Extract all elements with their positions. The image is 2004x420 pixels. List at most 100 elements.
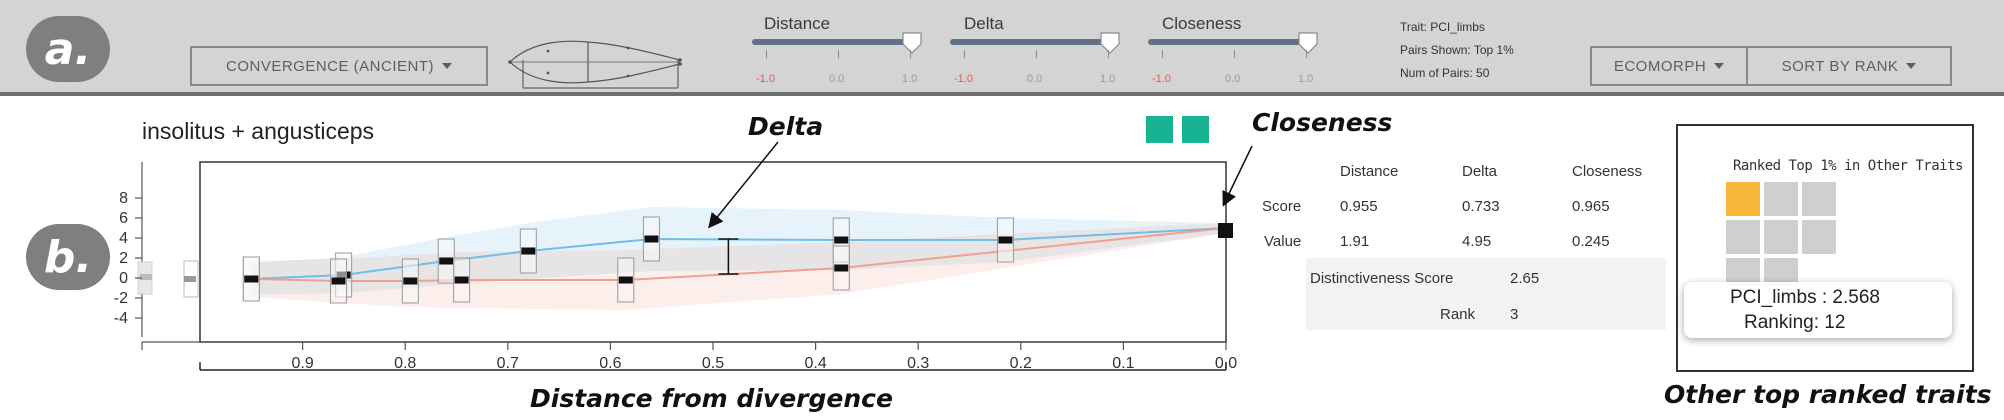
x-tick-label: 0.8 xyxy=(394,355,416,372)
distance-min: -1.0 xyxy=(756,73,775,85)
trait-cell-highlight[interactable] xyxy=(1726,182,1760,216)
y-tick-label: 4 xyxy=(119,230,128,247)
rank-value: 3 xyxy=(1510,306,1519,323)
delta-slider-label: Delta xyxy=(964,14,1004,33)
row-value-label: Value xyxy=(1264,233,1302,250)
delta-min: -1.0 xyxy=(954,73,973,85)
x-tick-label: 0.6 xyxy=(599,355,621,372)
series-line xyxy=(251,227,1227,280)
value-closeness: 0.245 xyxy=(1572,233,1610,250)
data-point[interactable] xyxy=(834,264,849,272)
header-closeness: Closeness xyxy=(1572,163,1643,180)
num-pairs-info: Num of Pairs: 50 xyxy=(1400,66,1490,80)
closeness-slider-label: Closeness xyxy=(1162,14,1242,33)
delta-mid: 0.0 xyxy=(1027,73,1043,85)
distinctiveness-label: Distinctiveness Score xyxy=(1310,270,1454,287)
trait-cell[interactable] xyxy=(1802,182,1836,216)
trait-cell[interactable] xyxy=(1726,220,1760,254)
x-tick-label: 0.1 xyxy=(1112,355,1134,372)
data-point xyxy=(184,276,196,282)
x-tick-label: 0.2 xyxy=(1010,355,1032,372)
series-band xyxy=(251,207,1227,295)
y-tick-label: 6 xyxy=(119,210,128,227)
trait-chart[interactable]: 8 6 4 2 0 -2 -4 0.9 0.8 0.7 0.6 0.5 0.4 0.3 0.2 0.1 0.0 xyxy=(0,0,1260,420)
toolbar: a. CONVERGENCE (ANCIENT) Distance -1.0 0… xyxy=(0,0,2004,96)
data-point[interactable] xyxy=(403,277,418,285)
y-tick-label: 0 xyxy=(119,270,128,287)
trait-tooltip: PCI_limbs : 2.568 Ranking: 12 xyxy=(1684,282,1952,338)
data-point[interactable] xyxy=(834,236,849,244)
trait-cell[interactable] xyxy=(1764,220,1798,254)
ranked-panel-title: Ranked Top 1% in Other Traits xyxy=(1733,158,1963,174)
data-point[interactable] xyxy=(439,257,454,265)
data-point[interactable] xyxy=(998,236,1013,244)
trait-info: Trait: PCI_limbs xyxy=(1400,20,1485,34)
header-delta: Delta xyxy=(1462,163,1498,180)
data-point xyxy=(140,274,152,280)
tooltip-line1: PCI_limbs : 2.568 xyxy=(1730,287,1880,308)
x-tick-label: 0.5 xyxy=(702,355,724,372)
x-tick-label: 0.4 xyxy=(804,355,826,372)
other-traits-annotation: Other top ranked traits xyxy=(1664,380,1992,409)
tooltip-line2: Ranking: 12 xyxy=(1744,312,1846,333)
closeness-mid: 0.0 xyxy=(1225,73,1241,85)
value-delta: 4.95 xyxy=(1462,233,1492,250)
teal-swatch-1[interactable] xyxy=(1146,116,1173,143)
data-point[interactable] xyxy=(331,277,346,285)
distinctiveness-box xyxy=(1306,258,1666,330)
closeness-arrow xyxy=(1222,145,1253,207)
rank-label: Rank xyxy=(1440,306,1476,323)
delta-max: 1.0 xyxy=(1100,73,1116,85)
distance-slider-handle[interactable] xyxy=(902,32,922,54)
convergence-dropdown[interactable]: CONVERGENCE (ANCIENT) xyxy=(190,46,488,86)
closeness-slider[interactable] xyxy=(1148,39,1310,45)
delta-annotation: Delta xyxy=(748,112,824,141)
y-tick-label: 8 xyxy=(119,190,128,207)
ecomorph-dropdown[interactable]: ECOMORPH xyxy=(1590,46,1748,86)
sort-dropdown-label: SORT BY RANK xyxy=(1781,57,1899,75)
score-closeness: 0.965 xyxy=(1572,198,1610,215)
distinctiveness-value: 2.65 xyxy=(1510,270,1540,287)
sort-dropdown[interactable]: SORT BY RANK xyxy=(1746,46,1952,86)
panel-badge-a: a. xyxy=(26,16,110,82)
y-tick-label: -4 xyxy=(114,310,128,327)
delta-slider-handle[interactable] xyxy=(1100,32,1120,54)
closeness-slider-handle[interactable] xyxy=(1298,32,1318,54)
series-band xyxy=(251,223,1227,310)
x-tick-label: 0.7 xyxy=(497,355,519,372)
data-point[interactable] xyxy=(244,275,259,283)
distance-axis-annotation: Distance from divergence xyxy=(530,384,893,413)
delta-slider[interactable] xyxy=(950,39,1112,45)
teal-swatch-2[interactable] xyxy=(1182,116,1209,143)
chevron-down-icon xyxy=(442,63,452,69)
data-point[interactable] xyxy=(454,276,469,284)
chevron-down-icon xyxy=(1714,63,1725,69)
chart-title: insolitus + angusticeps xyxy=(142,118,375,144)
closeness-max: 1.0 xyxy=(1298,73,1314,85)
data-point[interactable] xyxy=(644,235,659,243)
closeness-min: -1.0 xyxy=(1152,73,1171,85)
header-distance: Distance xyxy=(1340,163,1399,180)
delta-arrow xyxy=(708,141,779,229)
distance-max: 1.0 xyxy=(902,73,918,85)
y-tick-label: 2 xyxy=(119,250,128,267)
x-tick-label: 0.9 xyxy=(291,355,313,372)
trait-cell[interactable] xyxy=(1764,182,1798,216)
tree-thumbnail[interactable] xyxy=(508,36,684,92)
convergence-dropdown-label: CONVERGENCE (ANCIENT) xyxy=(225,57,434,75)
closeness-annotation: Closeness xyxy=(1252,108,1393,137)
data-point[interactable] xyxy=(618,276,633,284)
data-point[interactable] xyxy=(521,247,536,255)
ranked-traits-panel xyxy=(1676,124,1974,372)
distance-mid: 0.0 xyxy=(829,73,845,85)
chevron-down-icon xyxy=(1906,63,1917,69)
pairs-shown-info: Pairs Shown: Top 1% xyxy=(1400,43,1514,57)
score-delta: 0.733 xyxy=(1462,198,1500,215)
row-score-label: Score xyxy=(1262,198,1302,215)
trait-cell[interactable] xyxy=(1802,220,1836,254)
ancestor-marker[interactable] xyxy=(1218,223,1233,238)
value-distance: 1.91 xyxy=(1340,233,1370,250)
x-tick-label: 0.3 xyxy=(907,355,929,372)
distance-slider[interactable] xyxy=(752,39,914,45)
score-distance: 0.955 xyxy=(1340,198,1378,215)
